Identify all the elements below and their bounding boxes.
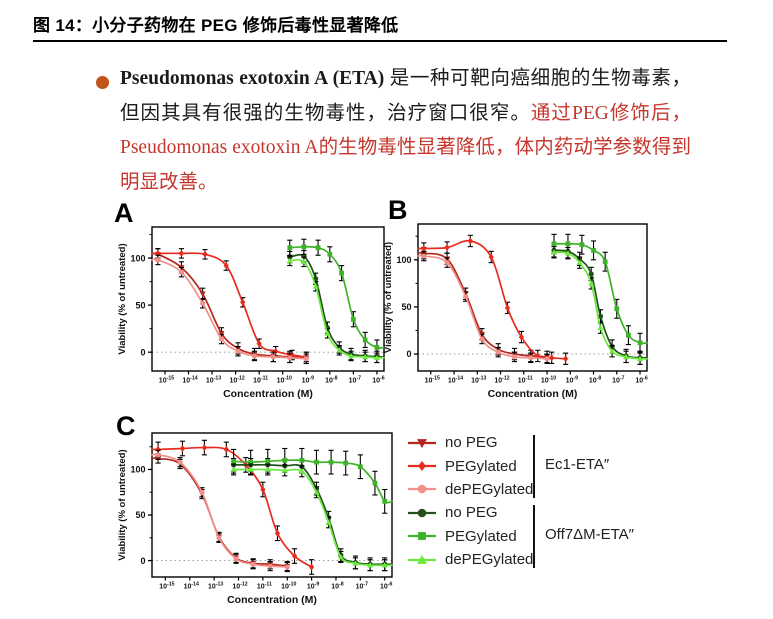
svg-text:10-9: 10-9	[307, 582, 320, 591]
panel-label-b: B	[388, 195, 408, 225]
panel-label-a: A	[114, 198, 134, 228]
svg-text:10-7: 10-7	[356, 582, 369, 591]
svg-text:10-15: 10-15	[159, 376, 174, 385]
legend-group-bracket	[533, 435, 536, 498]
legend-label: no PEG	[445, 434, 498, 452]
svg-text:10-8: 10-8	[589, 376, 602, 385]
chart-panel-a: 0 50 100 10-15 10-14 10-13 10-12 10-11 10-10 10-9…	[117, 226, 385, 400]
legend-label: PEGylated	[445, 457, 517, 475]
figure-title: 图 14：小分子药物在 PEG 修饰后毒性显著降低	[33, 16, 399, 35]
svg-text:10-7: 10-7	[349, 376, 362, 385]
legend-item: no PEG	[406, 501, 736, 524]
svg-text:10-9: 10-9	[302, 376, 315, 385]
svg-text:10-12: 10-12	[229, 376, 244, 385]
legend-group-label: Off7ΔM-ETA″	[545, 526, 634, 543]
svg-text:Viability (% of untreated): Viability (% of untreated)	[383, 242, 394, 353]
caption-lead-bold: Pseudomonas exotoxin A (ETA)	[120, 68, 385, 89]
legend-label: no PEG	[445, 504, 498, 522]
legend-label: dePEGylated	[445, 480, 534, 498]
svg-text:10-15: 10-15	[425, 376, 440, 385]
legend-item: PEGylated	[406, 454, 736, 477]
series-marker-square-icon	[406, 529, 438, 543]
svg-text:10-8: 10-8	[325, 376, 338, 385]
legend-item: PEGylated	[406, 525, 736, 548]
legend-label: dePEGylated	[445, 551, 534, 569]
svg-text:10-11: 10-11	[253, 376, 268, 385]
legend-item: dePEGylated	[406, 478, 736, 501]
svg-text:10-6: 10-6	[380, 582, 393, 591]
svg-text:10-7: 10-7	[612, 376, 625, 385]
legend-group-label: Ec1-ETA″	[545, 456, 610, 473]
svg-text:10-10: 10-10	[277, 376, 292, 385]
svg-text:10-11: 10-11	[257, 582, 272, 591]
svg-text:10-12: 10-12	[494, 376, 509, 385]
figure-caption-paragraph: Pseudomonas exotoxin A (ETA) 是一种可靶向癌细胞的生…	[120, 62, 691, 200]
svg-text:10-10: 10-10	[281, 582, 296, 591]
svg-text:50: 50	[135, 300, 145, 310]
svg-text:10-11: 10-11	[518, 376, 533, 385]
legend-item: no PEG	[406, 431, 736, 454]
series-marker-circle-icon	[406, 506, 438, 520]
svg-text:10-10: 10-10	[541, 376, 556, 385]
svg-text:10-12: 10-12	[232, 582, 247, 591]
svg-text:100: 100	[396, 255, 411, 265]
svg-text:Viability (% of untreated): Viability (% of untreated)	[117, 449, 128, 560]
series-marker-diamond-icon	[406, 459, 438, 473]
svg-text:10-6: 10-6	[635, 376, 648, 385]
svg-text:10-14: 10-14	[184, 582, 199, 591]
svg-text:0: 0	[406, 349, 411, 359]
svg-text:10-13: 10-13	[208, 582, 223, 591]
svg-text:10-8: 10-8	[331, 582, 344, 591]
svg-text:Viability (% of untreated): Viability (% of untreated)	[117, 243, 128, 354]
svg-text:10-9: 10-9	[566, 376, 579, 385]
svg-text:100: 100	[130, 465, 145, 475]
svg-text:10-13: 10-13	[471, 376, 486, 385]
svg-text:Concentration (M): Concentration (M)	[227, 594, 317, 606]
svg-text:50: 50	[135, 510, 145, 520]
svg-text:10-13: 10-13	[206, 376, 221, 385]
svg-text:10-6: 10-6	[372, 376, 385, 385]
legend-item: dePEGylated	[406, 548, 736, 571]
figure-legend: no PEG PEGylated dePEGylated no PEG PEGy…	[406, 431, 736, 579]
series-marker-tri-down-icon	[406, 436, 438, 450]
svg-text:10-15: 10-15	[159, 582, 174, 591]
bullet-icon	[96, 76, 109, 89]
svg-text:0: 0	[140, 556, 145, 566]
svg-text:Concentration (M): Concentration (M)	[488, 388, 578, 400]
legend-group-bracket	[533, 505, 536, 568]
chart-panel-b: 0 50 100 10-15 10-14 10-13 10-12 10-11 10-10 10-9…	[383, 223, 648, 400]
svg-text:10-14: 10-14	[448, 376, 463, 385]
panel-label-c: C	[116, 411, 136, 441]
svg-text:10-14: 10-14	[182, 376, 197, 385]
title-underline	[33, 40, 727, 43]
caption-black-text: 是一种可靶向癌细胞的生物毒素，但因其具有很强的生物毒性，治疗窗口很窄。	[120, 68, 691, 124]
caption-red-text: 通过PEG修饰后，Pseudomonas exotoxin A的生物毒性显著降低…	[120, 102, 691, 193]
series-marker-circle-icon	[406, 482, 438, 496]
svg-text:Concentration (M): Concentration (M)	[223, 388, 313, 400]
chart-panel-c: 0 50 100 10-15 10-14 10-13 10-12 10-11 10-10 10-9…	[117, 432, 393, 606]
svg-text:50: 50	[401, 302, 411, 312]
svg-text:100: 100	[130, 253, 145, 263]
svg-text:0: 0	[140, 347, 145, 357]
series-marker-tri-up-icon	[406, 553, 438, 567]
legend-label: PEGylated	[445, 527, 517, 545]
